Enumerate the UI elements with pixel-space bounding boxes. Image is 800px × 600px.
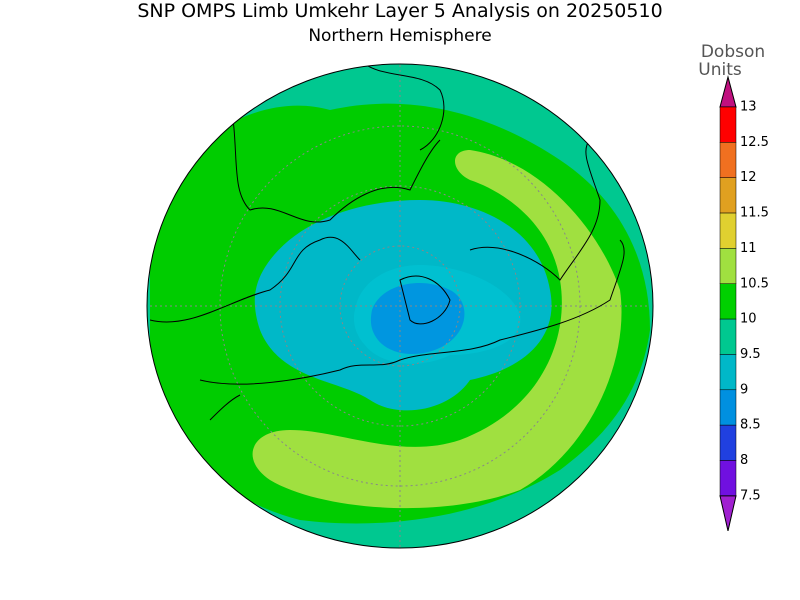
colorbar-bin (719, 106, 737, 143)
colorbar-tick-label: 12.5 (740, 135, 769, 150)
colorbar-unit: Dobson (701, 42, 765, 62)
colorbar-bin (719, 389, 737, 426)
colorbar-bin (719, 177, 737, 214)
colorbar-tick-label: 13 (740, 100, 757, 115)
colorbar-under (719, 495, 737, 531)
colorbar-tick-label: 8 (740, 453, 748, 468)
graticule (150, 64, 650, 548)
field-region (370, 282, 465, 355)
coastlines (149, 64, 625, 421)
colorbar: Dobson Units 13 12.5 12 11.5 11 10.5 10 9.5 9 8.5… (698, 42, 769, 531)
colorbar-bin (719, 142, 737, 178)
colorbar-bin (719, 354, 737, 391)
field-region (252, 150, 622, 509)
colorbar-bin (719, 248, 737, 284)
title: SNP OMPS Limb Umkehr Layer 5 Analysis on… (137, 0, 662, 22)
colorbar-tick-label: 11.5 (740, 206, 769, 221)
colorbar-over (719, 75, 737, 108)
colorbar-tick-label: 9 (740, 382, 748, 397)
colorbar-tick-label: 10 (740, 312, 757, 327)
colorbar-bin (719, 424, 737, 461)
colorbar-tick-label: 9.5 (740, 347, 761, 362)
colorbar-tick-label: 11 (740, 241, 757, 256)
polar-map (147, 64, 653, 548)
map-border (146, 63, 654, 549)
colorbar-bin (719, 212, 737, 249)
colorbar-tick-label: 12 (740, 170, 757, 185)
colorbar-bin (719, 283, 737, 320)
subtitle: Northern Hemisphere (308, 26, 491, 46)
colorbar-bin (719, 460, 737, 497)
colorbar-tick-label: 10.5 (740, 276, 769, 291)
colorbar-tick-label: 8.5 (740, 418, 761, 433)
colorbar-tick-label: 7.5 (740, 488, 761, 503)
colorbar-bin (719, 318, 737, 355)
colorbar-unit: Units (698, 60, 742, 80)
